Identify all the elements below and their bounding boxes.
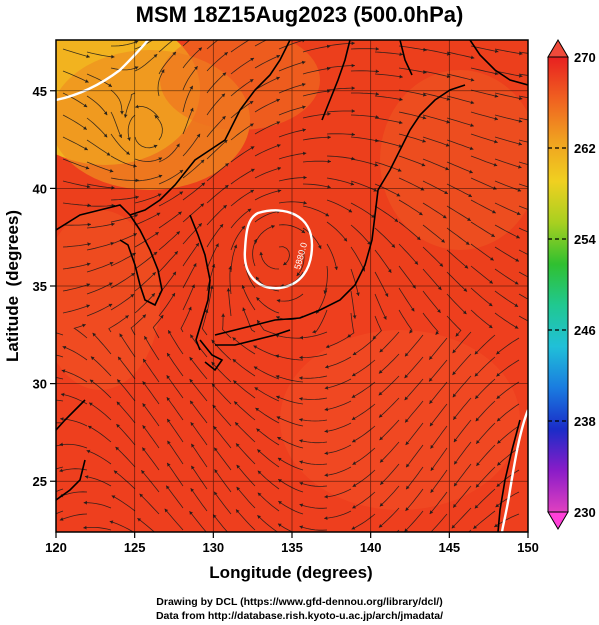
y-axis-ticks: 25 30 35 40 45 <box>33 84 56 489</box>
x-tick-label: 130 <box>202 540 224 555</box>
colorbar-bar <box>547 56 569 513</box>
colorbar: 270 262 254 246 238 230 <box>547 39 596 530</box>
x-tick-label: 135 <box>281 540 303 555</box>
y-tick-label: 30 <box>33 377 47 392</box>
colorbar-tick-label: 230 <box>574 505 596 520</box>
coastlines <box>56 40 528 532</box>
colorbar-tick-label: 238 <box>574 414 596 429</box>
colorbar-tick-label: 262 <box>574 141 596 156</box>
x-tick-label: 120 <box>45 540 67 555</box>
y-axis-label: Latitude (degrees) <box>3 210 22 362</box>
colorbar-bottom-arrow <box>547 511 569 530</box>
x-axis-label: Longitude (degrees) <box>209 563 372 582</box>
contour-5880 <box>56 40 528 532</box>
x-tick-label: 145 <box>438 540 460 555</box>
colorbar-tick-label: 270 <box>574 50 596 65</box>
y-tick-label: 35 <box>33 279 47 294</box>
colorbar-tick-label: 254 <box>574 232 596 247</box>
y-tick-label: 25 <box>33 474 47 489</box>
credit-drawing: Drawing by DCL (https://www.gfd-dennou.o… <box>156 596 443 608</box>
x-tick-label: 125 <box>124 540 146 555</box>
wind-streamlines <box>56 40 528 532</box>
colorbar-top-arrow <box>547 39 569 58</box>
temperature-field: 5880.0 <box>56 40 528 532</box>
credit-data: Data from http://database.rish.kyoto-u.a… <box>155 610 444 622</box>
x-axis-ticks: 120 125 130 135 140 145 150 <box>45 532 539 555</box>
colorbar-ticks: 270 262 254 246 238 230 <box>548 50 596 520</box>
y-tick-label: 40 <box>33 181 47 196</box>
colorbar-tick-label: 246 <box>574 323 596 338</box>
x-tick-label: 150 <box>517 540 539 555</box>
chart-title: MSM 18Z15Aug2023 (500.0hPa) <box>135 2 464 27</box>
x-tick-label: 140 <box>360 540 382 555</box>
y-tick-label: 45 <box>33 84 47 99</box>
